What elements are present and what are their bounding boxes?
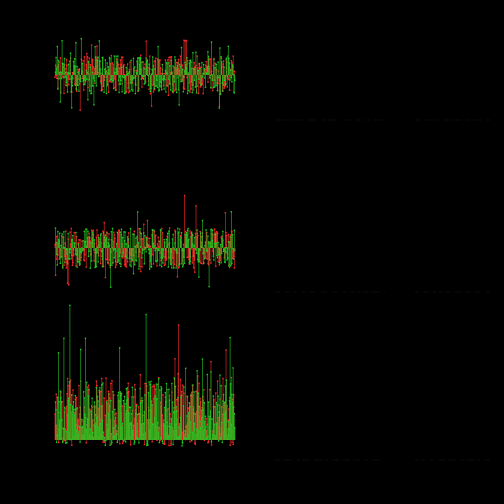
figure [0,0,504,504]
